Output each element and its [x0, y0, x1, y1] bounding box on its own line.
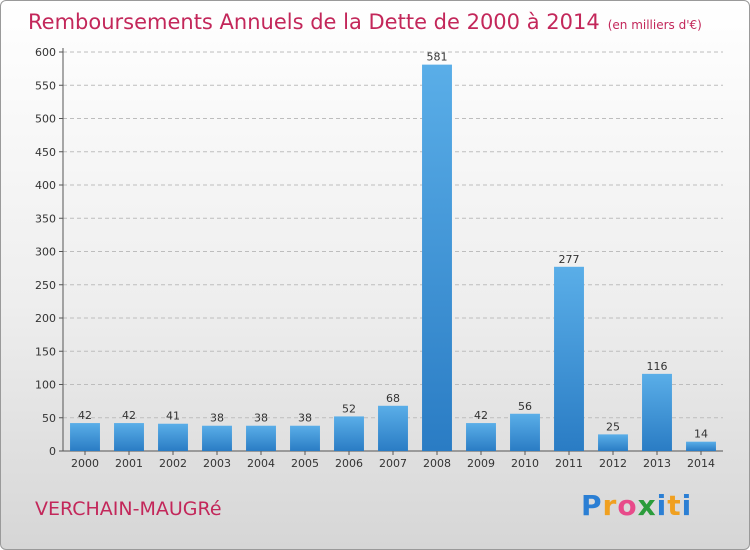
- x-tick-label: 2007: [379, 457, 407, 470]
- data-label: 277: [559, 253, 580, 266]
- y-tick-label: 400: [35, 179, 56, 192]
- bar-2007: [378, 405, 408, 451]
- y-tick-label: 550: [35, 79, 56, 92]
- grid-lines: [63, 51, 723, 419]
- x-tick-label: 2001: [115, 457, 143, 470]
- bar-2010: [510, 413, 540, 451]
- data-label: 52: [342, 402, 356, 415]
- bar-2008: [422, 64, 452, 451]
- data-label: 38: [254, 412, 268, 425]
- y-tick-label: 150: [35, 345, 56, 358]
- data-labels: 42 42 41 38 38 38 52 68 581 42 56 277 25 116 14: [78, 51, 708, 441]
- axes: 0 50 100 150 200 250 300 350 400 450 500 550 600 2000…: [35, 46, 723, 470]
- data-label: 42: [122, 409, 136, 422]
- bar-2014: [686, 441, 716, 451]
- proxiti-logo: Proxiti: [581, 489, 693, 522]
- x-tick-label: 2008: [423, 457, 451, 470]
- bar-2003: [202, 425, 232, 451]
- x-tick-label: 2011: [555, 457, 583, 470]
- chart-title-text: Remboursements Annuels de la Dette de 20…: [28, 10, 600, 34]
- commune-name: VERCHAIN-MAUGRé: [35, 498, 222, 520]
- bar-chart: 0 50 100 150 200 250 300 350 400 450 500 550 600 2000…: [35, 46, 723, 470]
- x-tick-label: 2003: [203, 457, 231, 470]
- bar-2002: [158, 423, 188, 451]
- x-tick-label: 2000: [71, 457, 99, 470]
- y-tick-label: 50: [42, 412, 56, 425]
- x-tick-label: 2005: [291, 457, 319, 470]
- chart-unit: (en milliers d'€): [607, 18, 702, 32]
- x-tick-label: 2006: [335, 457, 363, 470]
- x-tick-label: 2002: [159, 457, 187, 470]
- x-tick-label: 2009: [467, 457, 495, 470]
- data-label: 581: [427, 51, 448, 64]
- bar-2009: [466, 423, 496, 451]
- y-tick-label: 350: [35, 212, 56, 225]
- data-label: 38: [210, 412, 224, 425]
- bar-2001: [114, 423, 144, 451]
- y-tick-label: 0: [49, 445, 56, 458]
- data-label: 14: [694, 428, 708, 441]
- data-label: 41: [166, 410, 180, 423]
- x-tick-label: 2010: [511, 457, 539, 470]
- bar-2005: [290, 425, 320, 451]
- data-label: 25: [606, 420, 620, 433]
- bar-2000: [70, 423, 100, 451]
- y-tick-label: 300: [35, 246, 56, 259]
- x-tick-label: 2004: [247, 457, 275, 470]
- y-tick-label: 250: [35, 279, 56, 292]
- y-tick-label: 100: [35, 379, 56, 392]
- chart-title: Remboursements Annuels de la Dette de 20…: [28, 10, 702, 34]
- data-label: 42: [474, 409, 488, 422]
- data-label: 38: [298, 412, 312, 425]
- data-label: 42: [78, 409, 92, 422]
- x-tick-label: 2012: [599, 457, 627, 470]
- y-tick-label: 600: [35, 46, 56, 59]
- bar-2013: [642, 373, 672, 451]
- x-tick-label: 2013: [643, 457, 671, 470]
- y-tick-label: 200: [35, 312, 56, 325]
- y-tick-label: 450: [35, 146, 56, 159]
- bar-2012: [598, 434, 628, 451]
- x-tick-label: 2014: [687, 457, 715, 470]
- bar-2004: [246, 425, 276, 451]
- y-tick-label: 500: [35, 113, 56, 126]
- bar-2011: [554, 266, 584, 451]
- bar-2006: [334, 416, 364, 451]
- data-label: 116: [647, 360, 668, 373]
- data-label: 68: [386, 392, 400, 405]
- bars: [70, 64, 716, 451]
- data-label: 56: [518, 400, 532, 413]
